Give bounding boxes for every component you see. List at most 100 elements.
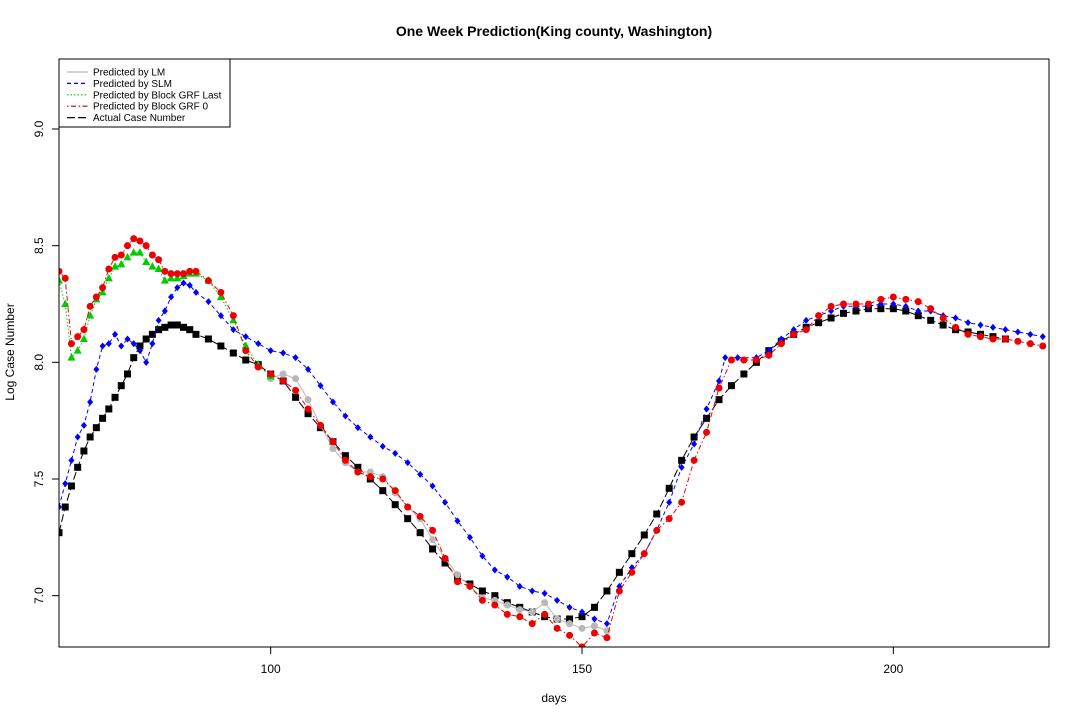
data-point <box>242 347 250 355</box>
data-point <box>590 622 598 630</box>
data-point <box>453 578 461 586</box>
data-point <box>1039 342 1047 350</box>
data-point <box>765 351 773 359</box>
data-point <box>354 468 362 476</box>
data-point <box>117 259 126 268</box>
data-point <box>61 503 69 511</box>
data-point <box>541 589 548 597</box>
data-point <box>840 309 848 317</box>
data-point <box>292 393 300 401</box>
data-point <box>603 587 611 595</box>
data-point <box>927 316 935 324</box>
data-point <box>304 396 312 404</box>
data-point <box>242 356 250 364</box>
data-point <box>391 501 399 509</box>
data-point <box>815 319 823 327</box>
data-point <box>279 370 287 378</box>
data-point <box>79 334 88 342</box>
data-point <box>136 237 144 245</box>
data-point <box>241 341 250 349</box>
data-point <box>429 482 436 490</box>
data-point <box>1039 333 1046 341</box>
data-point <box>86 311 95 319</box>
data-point <box>591 615 598 623</box>
data-point <box>902 295 910 303</box>
series-line <box>59 282 1043 625</box>
legend-entry: Actual Case Number <box>67 113 186 124</box>
data-point <box>280 349 287 357</box>
data-point <box>964 330 972 338</box>
data-point <box>217 342 225 350</box>
data-point <box>890 300 897 308</box>
data-point <box>441 554 449 562</box>
data-point <box>466 533 473 541</box>
data-point <box>802 326 810 334</box>
data-point <box>715 384 723 392</box>
data-point <box>118 342 125 350</box>
data-point <box>703 428 711 436</box>
y-axis-label: Log Case Number <box>3 303 17 400</box>
data-point <box>1014 337 1022 345</box>
data-point <box>173 273 182 282</box>
data-point <box>230 326 237 334</box>
data-point <box>939 321 947 329</box>
data-point <box>827 302 835 310</box>
data-point <box>74 433 81 441</box>
data-point <box>666 498 673 506</box>
data-point <box>734 354 741 362</box>
data-point <box>154 264 163 272</box>
data-point <box>1027 330 1034 338</box>
data-point <box>827 314 835 322</box>
data-point <box>578 624 586 632</box>
data-point <box>541 610 549 618</box>
data-point <box>722 354 729 362</box>
data-point <box>61 274 69 282</box>
data-point <box>504 573 511 581</box>
data-point <box>217 312 224 320</box>
data-point <box>61 299 70 307</box>
data-point <box>117 382 125 390</box>
data-point <box>528 620 536 628</box>
data-point <box>690 456 698 464</box>
data-point <box>205 298 212 306</box>
data-point <box>124 335 131 343</box>
data-point <box>553 615 561 623</box>
data-point <box>317 382 324 390</box>
data-point <box>989 335 997 343</box>
data-point <box>105 405 113 413</box>
series-line <box>59 308 1006 620</box>
y-tick-label: 7.5 <box>32 470 46 487</box>
data-point <box>852 307 860 315</box>
data-point <box>329 398 336 406</box>
data-point <box>186 281 193 289</box>
data-point <box>204 335 212 343</box>
data-point <box>554 596 561 604</box>
data-point <box>329 438 337 446</box>
data-point <box>142 335 150 343</box>
data-point <box>379 475 387 483</box>
data-point <box>59 503 62 511</box>
y-tick-label: 9.0 <box>32 120 46 137</box>
data-point <box>603 620 610 628</box>
data-point <box>59 529 63 537</box>
data-point <box>404 503 412 511</box>
data-point <box>192 267 200 275</box>
data-point <box>155 256 163 264</box>
data-point <box>80 447 88 455</box>
data-point <box>105 265 113 273</box>
data-point <box>112 330 119 338</box>
data-point <box>840 300 848 308</box>
data-point <box>528 608 536 616</box>
data-point <box>590 603 598 611</box>
data-point <box>952 314 959 322</box>
data-point <box>62 480 69 488</box>
data-point <box>161 323 169 331</box>
data-point <box>927 305 935 313</box>
data-point <box>123 252 132 261</box>
data-point <box>429 545 437 553</box>
data-point <box>889 293 897 301</box>
data-point <box>117 251 125 259</box>
data-point <box>149 340 156 348</box>
data-point <box>192 330 200 338</box>
